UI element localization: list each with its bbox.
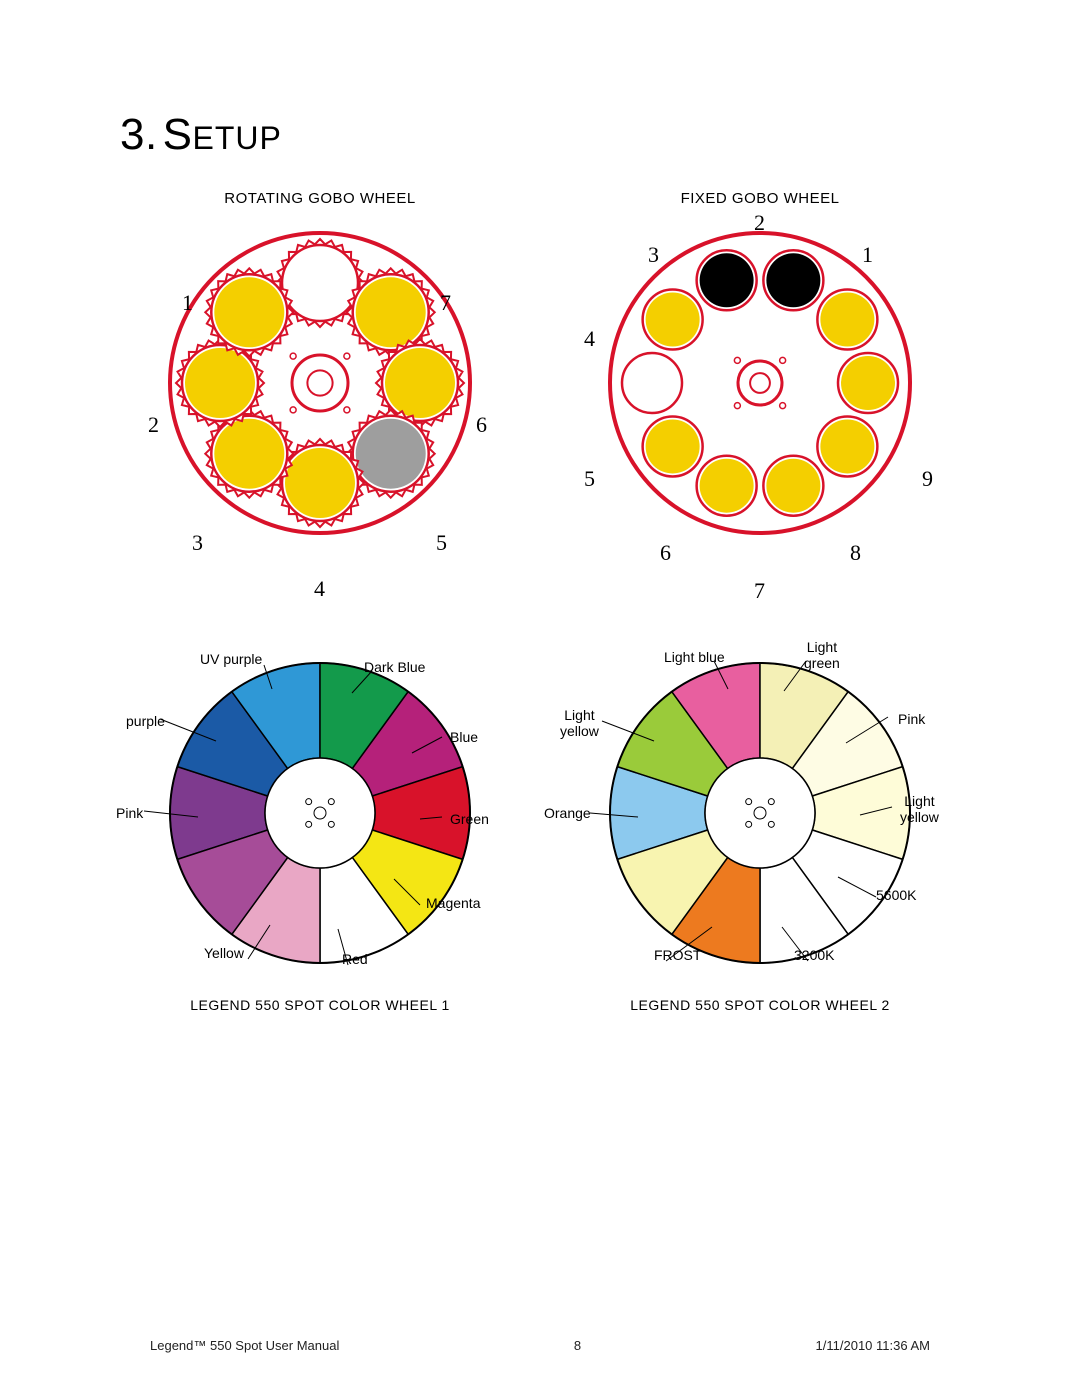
color-wheel-label: Light blue: [664, 649, 725, 665]
footer-left: Legend™ 550 Spot User Manual: [150, 1338, 339, 1353]
gobo-number-label: 8: [850, 540, 861, 566]
color-wheel-label: Blue: [450, 729, 478, 745]
color-wheel-label: UV purple: [200, 651, 262, 667]
gobo-number-label: 6: [660, 540, 671, 566]
gobo-number-label: 6: [476, 412, 487, 438]
fixed-gobo-panel: FIXED GOBO WHEEL 231459687: [560, 190, 960, 583]
color-wheel-label: Green: [450, 811, 489, 827]
gobo-number-label: 9: [922, 466, 933, 492]
color-wheel-2-caption: LEGEND 550 SPOT COLOR WHEEL 2: [560, 997, 960, 1013]
color-wheel-label: Red: [342, 951, 368, 967]
color-wheel-label: Orange: [544, 805, 591, 821]
rotating-gobo-wheel: [120, 213, 520, 553]
rotating-gobo-title: ROTATING GOBO WHEEL: [120, 190, 520, 207]
rotating-gobo-panel: ROTATING GOBO WHEEL 1726354: [120, 190, 520, 583]
gobo-number-label: 3: [192, 530, 203, 556]
gobo-number-label: 1: [862, 242, 873, 268]
color-wheel-label: Light yellow: [560, 707, 599, 739]
gobo-number-label: 7: [754, 578, 765, 604]
gobo-number-label: 2: [148, 412, 159, 438]
section-rest: ETUP: [193, 120, 282, 156]
color-wheel-label: 5600K: [876, 887, 916, 903]
section-heading: 3. SETUP: [120, 110, 960, 160]
gobo-number-label: 4: [584, 326, 595, 352]
color-wheel-label: Pink: [116, 805, 143, 821]
color-wheel-label: Yellow: [204, 945, 244, 961]
color-wheel-label: Light yellow: [900, 793, 939, 825]
section-number: 3.: [120, 110, 158, 159]
color-wheel-label: FROST: [654, 947, 701, 963]
color-wheel-1-caption: LEGEND 550 SPOT COLOR WHEEL 1: [120, 997, 520, 1013]
color-wheel-label: Dark Blue: [364, 659, 425, 675]
footer-center: 8: [574, 1338, 581, 1353]
footer-right: 1/11/2010 11:36 AM: [816, 1338, 930, 1353]
color-wheel-label: 3200K: [794, 947, 834, 963]
color-wheel-label: Magenta: [426, 895, 480, 911]
color-wheel-2-panel: LEGEND 550 SPOT COLOR WHEEL 2 Light blue…: [560, 643, 960, 1013]
color-wheel-1-panel: LEGEND 550 SPOT COLOR WHEEL 1 UV purple D…: [120, 643, 520, 1013]
gobo-number-label: 4: [314, 576, 325, 602]
fixed-gobo-wheel: [560, 213, 960, 583]
page-footer: Legend™ 550 Spot User Manual 8 1/11/2010…: [150, 1338, 930, 1353]
gobo-number-label: 3: [648, 242, 659, 268]
gobo-number-label: 5: [436, 530, 447, 556]
gobo-number-label: 7: [440, 290, 451, 316]
color-wheel-label: Light green: [804, 639, 840, 671]
color-wheel-label: purple: [126, 713, 165, 729]
section-lead: S: [163, 110, 193, 159]
gobo-number-label: 5: [584, 466, 595, 492]
gobo-number-label: 2: [754, 210, 765, 236]
gobo-number-label: 1: [182, 290, 193, 316]
color-wheel-label: Pink: [898, 711, 925, 727]
fixed-gobo-title: FIXED GOBO WHEEL: [560, 190, 960, 207]
